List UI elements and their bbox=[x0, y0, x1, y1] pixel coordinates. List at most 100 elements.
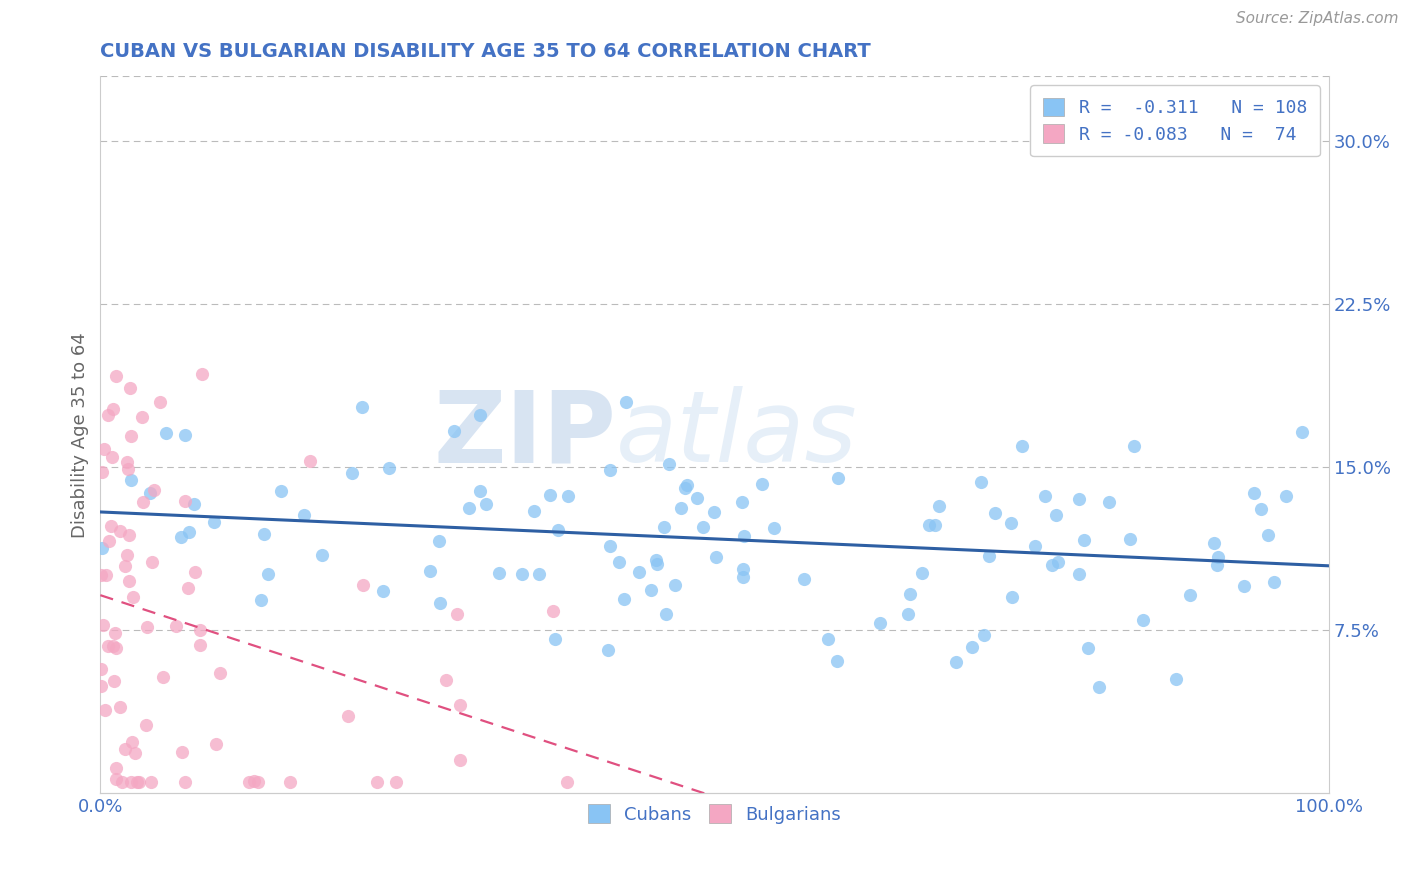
Point bbox=[434, 673, 457, 687]
Point bbox=[419, 564, 441, 578]
Point bbox=[177, 524, 200, 539]
Point bbox=[869, 615, 891, 630]
Point bbox=[673, 481, 696, 495]
Point bbox=[733, 529, 755, 543]
Point bbox=[1291, 425, 1313, 439]
Point bbox=[366, 775, 388, 789]
Point bbox=[945, 655, 967, 669]
Point bbox=[90, 568, 112, 582]
Point bbox=[173, 493, 195, 508]
Point bbox=[973, 628, 995, 642]
Point bbox=[1024, 539, 1046, 553]
Point bbox=[544, 632, 567, 646]
Point bbox=[135, 620, 157, 634]
Point bbox=[373, 584, 395, 599]
Point bbox=[174, 775, 197, 789]
Point bbox=[458, 501, 481, 516]
Point bbox=[763, 521, 786, 535]
Point bbox=[614, 395, 637, 409]
Point bbox=[664, 578, 686, 592]
Point bbox=[143, 483, 166, 497]
Point bbox=[247, 775, 270, 789]
Point bbox=[378, 461, 401, 475]
Point bbox=[1001, 590, 1024, 604]
Point bbox=[1077, 641, 1099, 656]
Point bbox=[1033, 489, 1056, 503]
Y-axis label: Disability Age 35 to 64: Disability Age 35 to 64 bbox=[72, 332, 89, 538]
Point bbox=[1067, 491, 1090, 506]
Point bbox=[184, 565, 207, 579]
Point bbox=[250, 593, 273, 607]
Point bbox=[1047, 555, 1070, 569]
Point bbox=[96, 568, 118, 582]
Point bbox=[152, 670, 174, 684]
Point bbox=[825, 655, 848, 669]
Point bbox=[188, 623, 211, 637]
Point bbox=[191, 367, 214, 381]
Point bbox=[827, 471, 849, 485]
Point bbox=[242, 774, 264, 789]
Point bbox=[170, 530, 193, 544]
Point bbox=[104, 641, 127, 656]
Point bbox=[658, 457, 681, 471]
Text: atlas: atlas bbox=[616, 386, 858, 483]
Point bbox=[188, 638, 211, 652]
Point bbox=[1040, 558, 1063, 572]
Legend: Cubans, Bulgarians: Cubans, Bulgarians bbox=[576, 794, 852, 835]
Point bbox=[311, 548, 333, 562]
Point bbox=[238, 775, 260, 789]
Point bbox=[257, 566, 280, 581]
Point bbox=[449, 753, 471, 767]
Point bbox=[270, 484, 292, 499]
Point bbox=[984, 507, 1007, 521]
Point bbox=[443, 424, 465, 438]
Point bbox=[918, 517, 941, 532]
Point bbox=[1206, 550, 1229, 565]
Point bbox=[253, 527, 276, 541]
Text: CUBAN VS BULGARIAN DISABILITY AGE 35 TO 64 CORRELATION CHART: CUBAN VS BULGARIAN DISABILITY AGE 35 TO … bbox=[100, 42, 872, 61]
Point bbox=[557, 489, 579, 503]
Point bbox=[692, 519, 714, 533]
Point bbox=[960, 640, 983, 654]
Point bbox=[139, 486, 162, 500]
Text: Source: ZipAtlas.com: Source: ZipAtlas.com bbox=[1236, 11, 1399, 26]
Point bbox=[1098, 495, 1121, 509]
Point bbox=[1243, 486, 1265, 500]
Point bbox=[90, 662, 112, 676]
Point bbox=[117, 462, 139, 476]
Point bbox=[105, 761, 128, 775]
Point bbox=[340, 467, 363, 481]
Point bbox=[352, 578, 374, 592]
Point bbox=[1011, 439, 1033, 453]
Point bbox=[97, 409, 120, 423]
Point bbox=[111, 775, 134, 789]
Point bbox=[149, 394, 172, 409]
Point bbox=[429, 596, 451, 610]
Point bbox=[90, 466, 112, 480]
Point bbox=[103, 674, 125, 689]
Point bbox=[127, 775, 149, 789]
Point bbox=[114, 742, 136, 756]
Point bbox=[1088, 680, 1111, 694]
Point bbox=[177, 581, 200, 595]
Point bbox=[91, 617, 114, 632]
Point bbox=[202, 515, 225, 529]
Point bbox=[120, 474, 142, 488]
Point bbox=[104, 369, 127, 384]
Point bbox=[599, 463, 621, 477]
Point bbox=[1132, 613, 1154, 627]
Point bbox=[596, 642, 619, 657]
Point bbox=[911, 566, 934, 580]
Point bbox=[652, 520, 675, 534]
Point bbox=[104, 626, 127, 640]
Point bbox=[101, 450, 124, 464]
Point bbox=[733, 570, 755, 584]
Point bbox=[640, 582, 662, 597]
Point bbox=[538, 488, 561, 502]
Point bbox=[897, 607, 920, 622]
Point bbox=[924, 517, 946, 532]
Point bbox=[977, 549, 1000, 563]
Point bbox=[204, 737, 226, 751]
Point bbox=[104, 772, 127, 786]
Point bbox=[898, 587, 921, 601]
